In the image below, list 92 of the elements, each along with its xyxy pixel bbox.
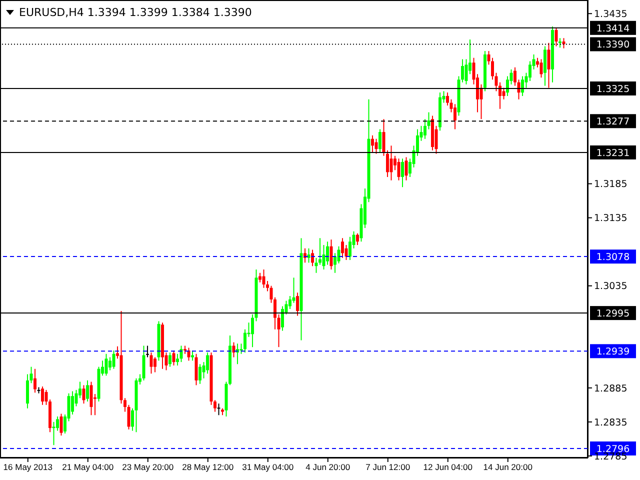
x-tick-label: 14 Jun 20:00 [483, 462, 533, 472]
candlestick [30, 366, 33, 384]
candlestick [108, 356, 112, 371]
candlestick [502, 87, 506, 100]
candlestick [540, 58, 543, 78]
candlestick [154, 356, 156, 373]
x-tick-label: 12 Jun 04:00 [423, 462, 473, 472]
candlestick [401, 158, 404, 188]
candlestick [41, 386, 44, 406]
candlestick [112, 350, 116, 370]
candlestick [554, 27, 558, 47]
y-tick-label: 1.3135 [594, 213, 628, 224]
candlestick [251, 314, 254, 348]
x-tick-label: 21 May 04:00 [62, 462, 114, 472]
y-tick-label: 1.2885 [594, 383, 628, 394]
candlestick [90, 381, 93, 416]
x-tick-label: 4 Jun 20:00 [306, 462, 350, 472]
candlestick [187, 347, 190, 362]
candlestick [180, 345, 183, 363]
candlestick [404, 156, 408, 181]
ref-line-label: 1.3414 [596, 23, 630, 34]
y-tick-label: 1.3185 [594, 179, 628, 190]
candlestick [424, 118, 426, 140]
candlestick [334, 252, 336, 274]
candlestick [142, 345, 146, 381]
candlestick [296, 292, 299, 316]
x-tick-label: 31 May 04:00 [242, 462, 294, 472]
candlestick [521, 76, 524, 96]
candlestick [446, 92, 449, 106]
candlestick [146, 345, 149, 358]
candlestick [52, 421, 56, 446]
candlestick [454, 104, 456, 130]
candlestick [206, 352, 209, 374]
candlestick [322, 244, 326, 270]
x-tick-label: 23 May 20:00 [122, 462, 174, 472]
candlestick [344, 244, 348, 260]
candlestick [104, 353, 108, 376]
candlestick [82, 384, 86, 404]
candlestick [356, 232, 359, 246]
text: EURUSD,H4 1.3394 1.3399 1.3384 1.3390 [19, 6, 252, 19]
candlestick [326, 241, 329, 266]
y-tick-label: 1.2835 [594, 417, 628, 428]
candlestick [86, 380, 89, 402]
x-tick-label: 16 May 2013 [3, 462, 53, 472]
candlestick [194, 353, 198, 386]
y-tick-label: 1.3035 [594, 281, 628, 292]
candlestick [307, 248, 310, 264]
candlestick [371, 134, 374, 153]
candlestick [34, 368, 36, 394]
candlestick [37, 386, 40, 394]
candlestick [330, 239, 333, 270]
y-tick-label: 1.3435 [594, 8, 628, 20]
x-tick-label: 7 Jun 12:00 [366, 462, 410, 472]
candlestick [292, 277, 296, 304]
ref-line-label: 1.2995 [596, 308, 630, 320]
candlestick [191, 350, 194, 362]
ref-line-label: 1.2939 [596, 346, 630, 358]
candlestick [71, 390, 74, 415]
candlestick [514, 66, 516, 86]
candlestick [544, 46, 546, 86]
ref-line-label: 1.3277 [596, 116, 630, 128]
candlestick [337, 246, 340, 264]
candlestick [232, 342, 236, 358]
candlestick [558, 38, 562, 48]
candlestick [397, 158, 400, 181]
candlestick [506, 76, 509, 96]
ref-line-label: 1.3231 [596, 148, 630, 159]
candlestick [262, 268, 266, 288]
ref-line-label: 1.3325 [596, 84, 630, 95]
candlestick [374, 138, 378, 154]
candlestick [176, 353, 179, 366]
candlestick [277, 314, 280, 348]
x-tick-label: 28 May 12:00 [182, 462, 234, 472]
ref-line-label: 1.3078 [596, 252, 630, 264]
candlestick [168, 352, 172, 368]
candlestick [60, 413, 63, 436]
candlestick [198, 364, 202, 384]
candlestick [150, 352, 153, 374]
candlestick [244, 328, 246, 354]
candlestick [547, 42, 550, 88]
candlestick [348, 236, 352, 260]
candlestick [427, 112, 430, 130]
candlestick [390, 145, 393, 181]
candlestick [281, 306, 284, 332]
candlestick [172, 350, 176, 366]
candlestick [127, 404, 130, 430]
ref-line-label: 1.3390 [596, 40, 630, 51]
candlestick [341, 238, 344, 258]
candlestick [26, 374, 29, 409]
candlestick [217, 403, 220, 416]
candlestick [378, 128, 382, 153]
candlestick [131, 408, 134, 432]
